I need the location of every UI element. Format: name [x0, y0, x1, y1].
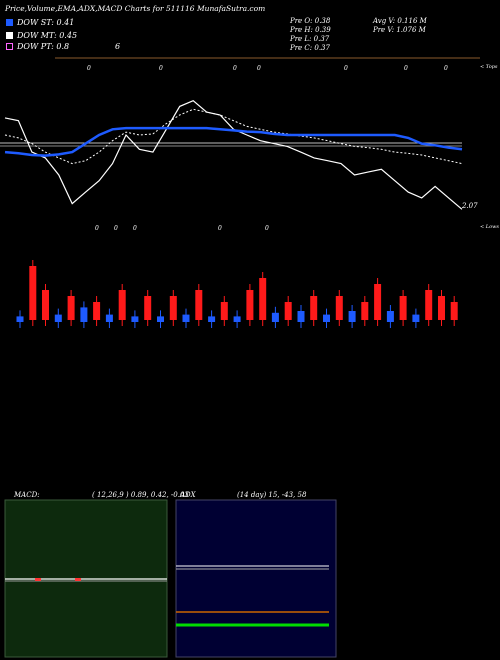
legend-swatch-pt	[6, 43, 13, 50]
low-marker: 0	[218, 225, 222, 232]
pre-open: Pre O: 0.38	[290, 17, 331, 25]
low-marker: 0	[133, 225, 137, 232]
top-marker: 0	[404, 65, 408, 72]
marker-six: 6	[115, 42, 121, 51]
legend-label-st: DOW ST: 0.41	[17, 18, 75, 27]
chart-title: Price,Volume,EMA,ADX,MACD Charts for 511…	[5, 4, 266, 13]
price-lines	[4, 100, 463, 210]
macd-params: ( 12,26,9 ) 0.89, 0.42, -0.03	[92, 491, 189, 499]
adx-background	[175, 499, 337, 658]
last-price-label: 2.07	[462, 202, 478, 210]
price-chart	[0, 57, 480, 328]
top-marker: 0	[257, 65, 261, 72]
volume-bars	[16, 260, 458, 328]
macd-hist-mark	[75, 578, 81, 581]
macd-background	[4, 499, 168, 658]
top-marker: 0	[344, 65, 348, 72]
tops-label: < Tops	[480, 64, 498, 70]
pre-low: Pre L: 0.37	[290, 35, 330, 43]
legend-dow-st: DOW ST: 0.41	[6, 18, 74, 27]
legend-swatch-mt	[6, 32, 13, 39]
pre-high: Pre H: 0.39	[290, 26, 331, 34]
avg-volume: Avg V: 0.116 M	[373, 17, 427, 25]
pre-close: Pre C: 0.37	[290, 44, 330, 52]
legend-dow-pt: DOW PT: 0.8	[6, 42, 69, 51]
price-line	[4, 100, 463, 210]
adx-title: ADX	[180, 491, 196, 499]
macd-title: MACD:	[14, 491, 40, 499]
legend-label-mt: DOW MT: 0.45	[17, 31, 78, 40]
low-marker: 0	[95, 225, 99, 232]
legend-dow-mt: DOW MT: 0.45	[6, 31, 77, 40]
low-marker: 0	[114, 225, 118, 232]
legend-label-pt: DOW PT: 0.8	[17, 42, 70, 51]
top-marker: 0	[444, 65, 448, 72]
top-marker: 0	[87, 65, 91, 72]
top-marker: 0	[233, 65, 237, 72]
pre-volume: Pre V: 1.076 M	[373, 26, 426, 34]
top-marker: 0	[159, 65, 163, 72]
legend-swatch-st	[6, 19, 13, 26]
lows-label: < Lows	[480, 224, 499, 230]
low-marker: 0	[265, 225, 269, 232]
ema-mt-line	[4, 108, 463, 165]
adx-params: (14 day) 15, -43, 58	[237, 491, 307, 499]
macd-hist-mark	[35, 578, 41, 581]
ema-st-line	[4, 126, 463, 157]
